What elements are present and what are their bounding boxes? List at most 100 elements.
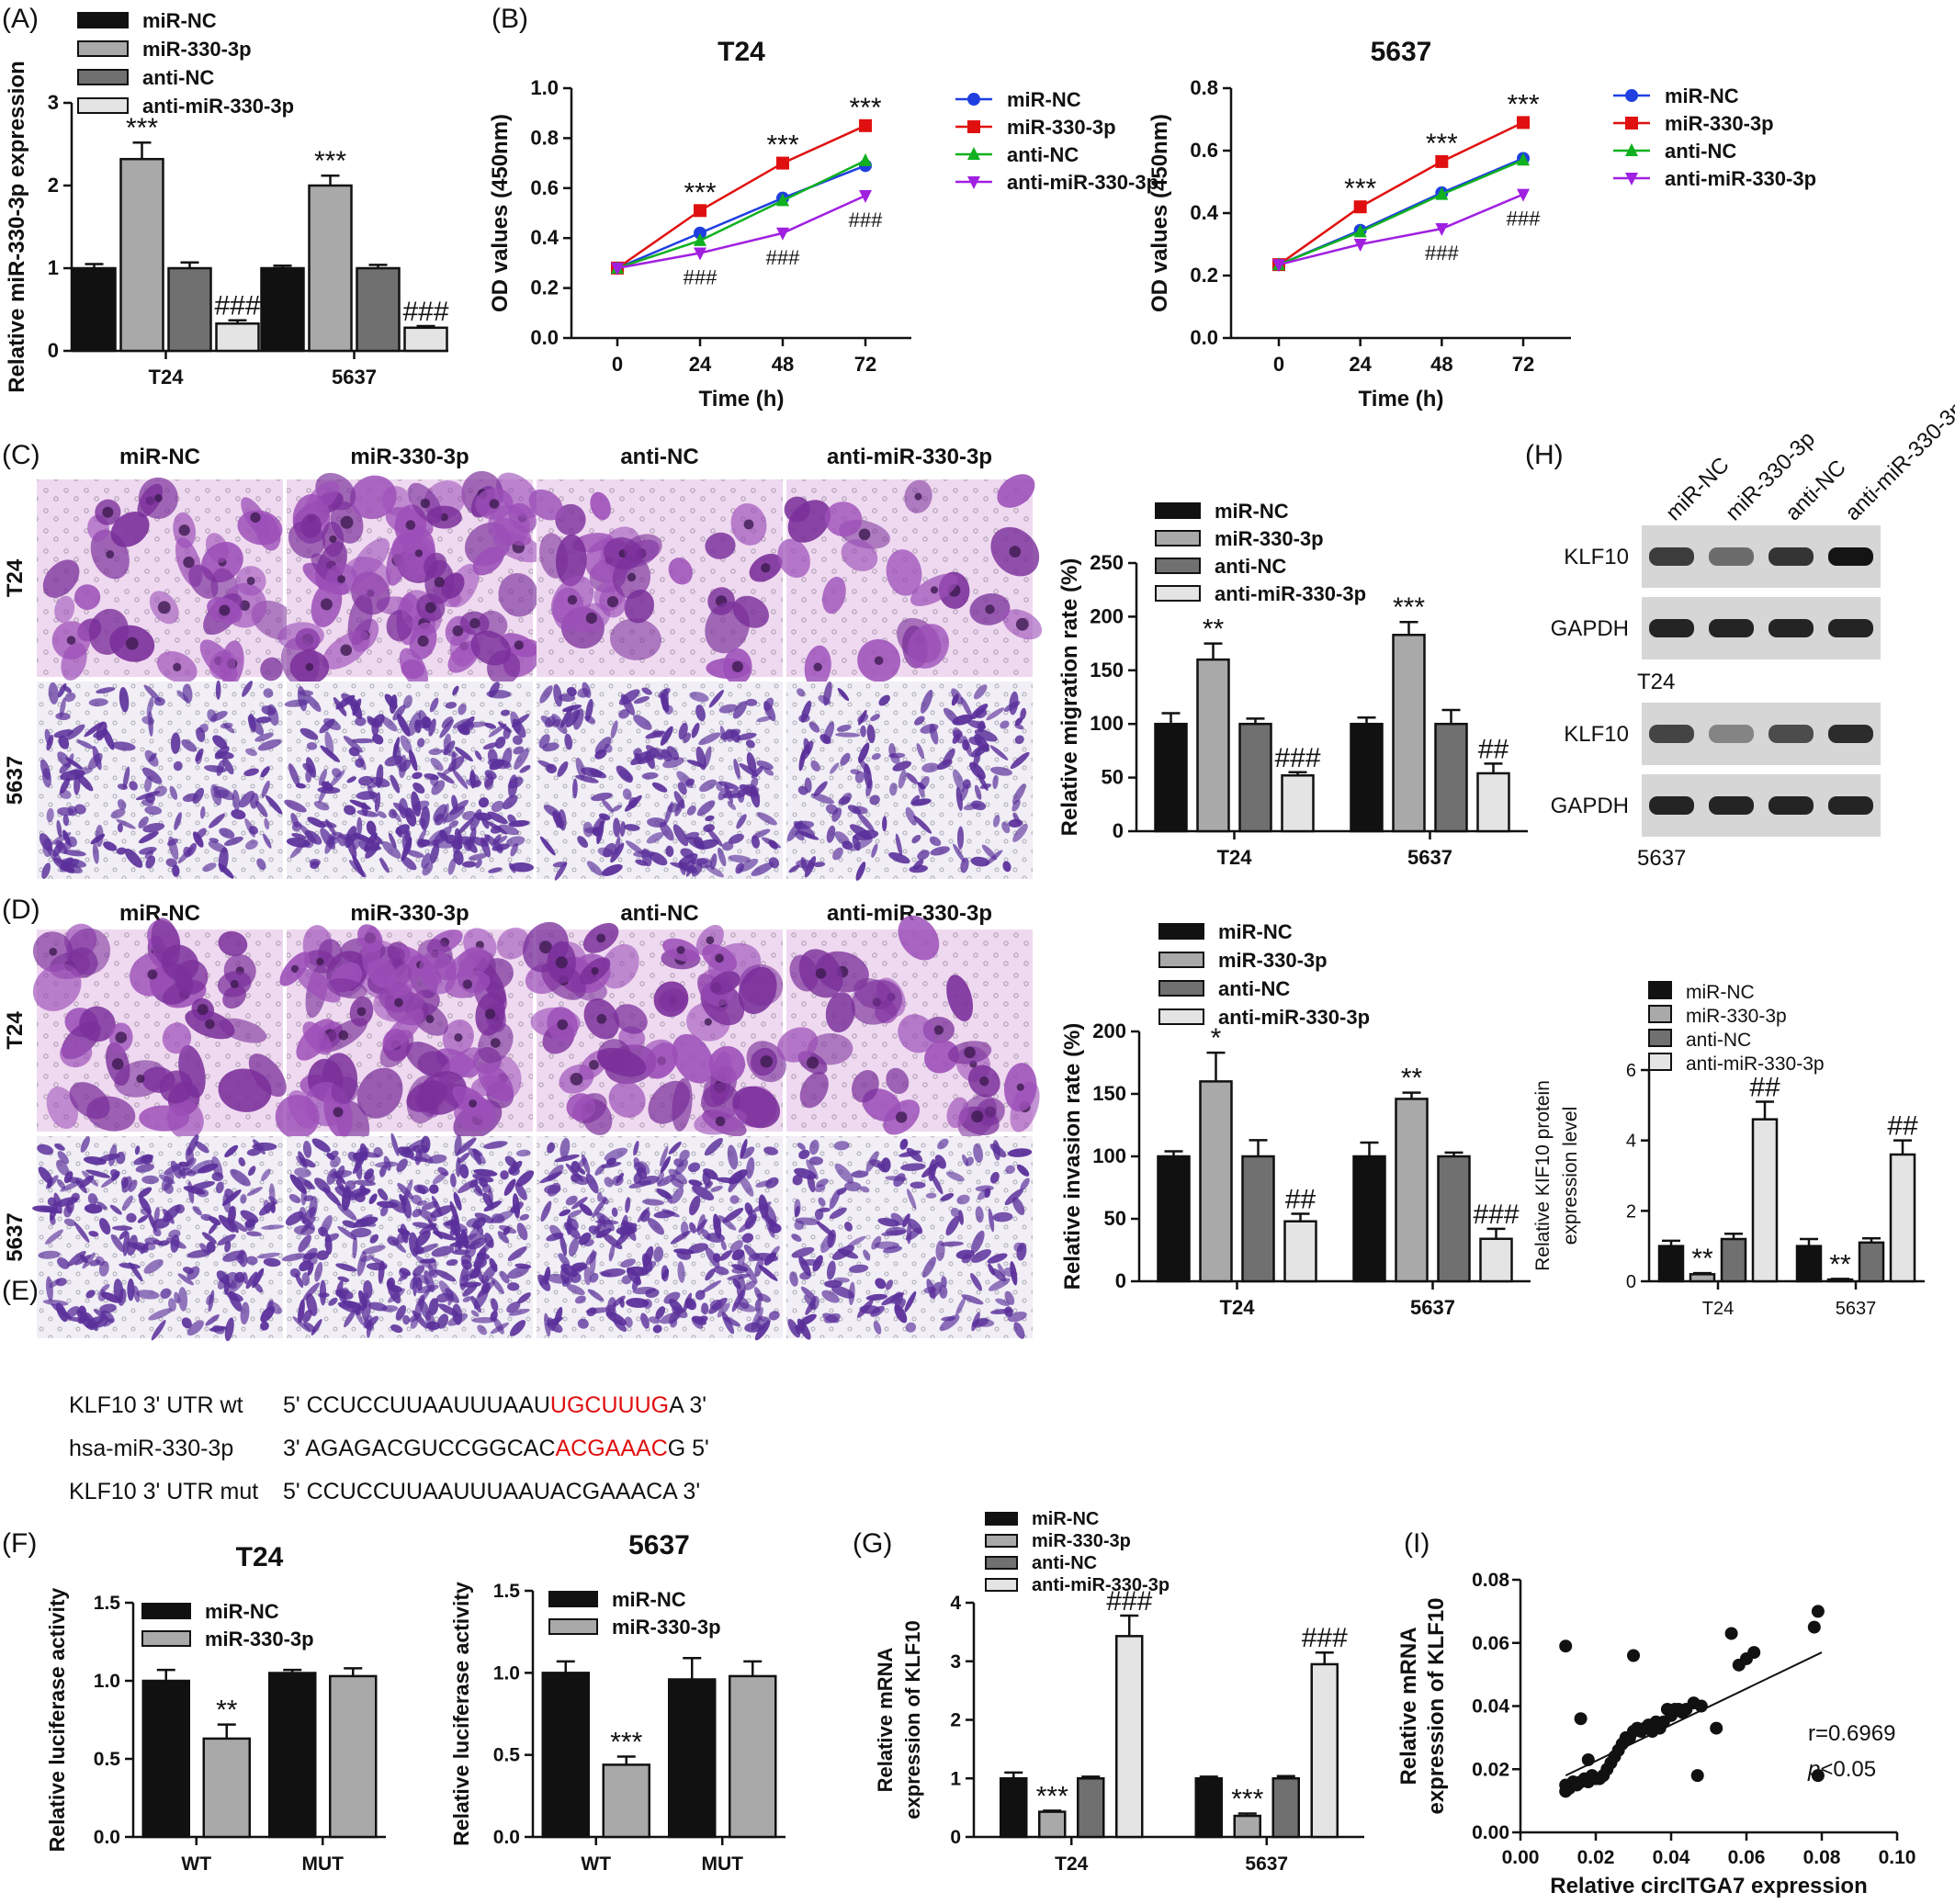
stained-cell [889,783,898,796]
y-axis-label: Relative invasion rate (%) [1060,1023,1085,1290]
stained-cell [139,1196,152,1214]
x-tick-label: 0.04 [1653,1847,1690,1868]
stained-cell [56,1159,70,1176]
cell-nucleus [731,660,743,672]
stained-cell [284,699,310,707]
data-point [1272,259,1285,273]
stained-cell [484,834,503,852]
stained-cell [230,1219,247,1233]
stained-cell [270,1202,276,1214]
stained-cell [756,715,772,723]
stained-cell [1011,783,1026,805]
stained-cell [109,1204,122,1215]
bar [141,1679,190,1839]
stained-cell [660,1145,669,1166]
stained-cell [62,814,70,827]
stained-cell [248,1053,287,1098]
cell-nucleus [964,1046,976,1059]
stained-cell [819,1207,831,1212]
stained-cell [376,763,384,789]
y-tick-label: 100 [1090,712,1124,735]
stained-cell [148,711,153,738]
stained-cell [919,776,930,790]
data-point [694,232,706,246]
data-point [1353,224,1367,238]
stained-cell [975,708,988,719]
stained-cell [412,800,430,811]
stained-cell [508,1308,530,1316]
cell-nucleus [230,979,239,988]
stained-cell [64,693,76,703]
micrograph-pores [537,682,783,879]
y-tick-label: 2 [950,1710,961,1731]
stained-cell [873,1320,882,1335]
stained-cell [356,1219,377,1227]
stained-cell [420,806,430,831]
stained-cell [688,1243,708,1254]
stained-cell [736,732,757,740]
stained-cell [517,1292,531,1304]
stained-cell [284,799,307,813]
stained-cell [504,1155,517,1168]
stained-cell [716,781,723,792]
y-axis-label-line: expression of KLF10 [901,1620,924,1819]
stained-cell [110,512,150,547]
stained-cell [713,1213,722,1239]
stained-cell [147,1210,157,1233]
stained-cell [875,1278,887,1290]
stained-cell [514,1263,532,1269]
stained-cell [390,1132,400,1156]
stained-cell [1004,1290,1015,1305]
stained-cell [514,1182,527,1200]
stained-cell [877,1217,900,1227]
stained-cell [898,1150,921,1157]
stained-cell [686,806,696,816]
stained-cell [974,784,982,800]
stained-cell [153,1207,160,1223]
cell-nucleus [329,535,337,543]
stained-cell [181,1317,192,1329]
stained-cell [832,847,843,861]
stained-cell [342,1220,357,1229]
stained-cell [559,705,573,728]
stained-cell [500,1170,509,1180]
x-tick-label: 5637 [1407,846,1452,869]
blot-band [1649,725,1694,743]
stained-cell [346,776,356,783]
stained-cell [995,1298,1011,1307]
stained-cell [306,694,322,712]
cell-nucleus [971,1110,984,1123]
stained-cell [566,687,577,697]
stained-cell [710,853,718,870]
data-point [859,189,872,203]
data-point [776,227,789,241]
stained-cell [992,1211,1013,1222]
stained-cell [721,841,734,851]
stained-cell [376,1200,399,1209]
y-tick-label: 0.5 [94,1749,121,1770]
stained-cell [800,1286,817,1301]
stained-cell [641,687,652,695]
bar [1238,722,1272,833]
stained-cell [737,1251,746,1268]
stained-cell [164,1163,183,1176]
y-tick-label: 0.4 [1190,201,1218,224]
stained-cell [247,715,265,736]
cell-nucleus [250,512,261,524]
legend-label: miR-330-3p [1218,949,1328,972]
panel-label-a: (A) [2,4,39,34]
panel-label-d: (D) [2,895,40,925]
stained-cell [299,823,317,843]
stained-cell [294,1167,311,1177]
stained-cell [245,1231,262,1237]
y-tick-label: 1.5 [493,1581,521,1602]
bar [167,266,212,353]
cell-nucleus [125,637,139,650]
stained-cell [366,820,377,836]
significance-mark: *** [684,177,716,208]
stained-cell [864,763,873,789]
stained-cell [395,1304,407,1321]
stained-cell [42,768,51,788]
stained-cell [794,1205,800,1218]
bar [1281,774,1315,833]
